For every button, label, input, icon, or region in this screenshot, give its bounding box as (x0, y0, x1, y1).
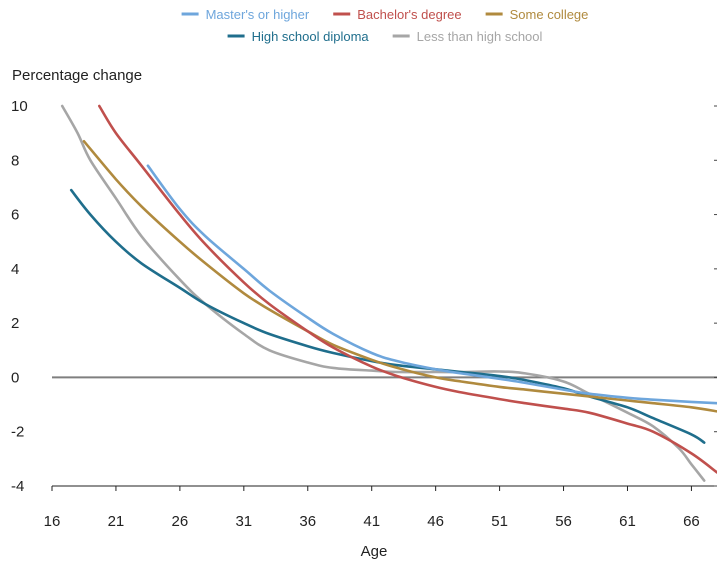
y-tick-label: -4 (11, 478, 24, 495)
series-line-bachelor-s-degree (98, 104, 717, 474)
legend-label-high-school-diploma: High school diploma (252, 29, 370, 44)
x-tick-label: 56 (555, 513, 572, 530)
plot-area: 10 8 6 4 2 0 -2 -4 16 21 26 31 36 41 46 51 56 61 66 (11, 98, 717, 530)
y-tick-label: 0 (11, 369, 19, 386)
y-axis-title: Percentage change (12, 67, 142, 84)
y-tick-label: -2 (11, 424, 24, 441)
x-ticks: 16 21 26 31 36 41 46 51 56 61 66 (44, 486, 700, 530)
x-tick-label: 16 (44, 513, 61, 530)
legend-label-master-s-or-higher: Master's or higher (206, 7, 310, 22)
y-ticks: 10 8 6 4 2 0 -2 -4 (11, 98, 717, 495)
x-tick-label: 46 (427, 513, 444, 530)
x-tick-label: 61 (619, 513, 636, 530)
x-tick-label: 66 (683, 513, 700, 530)
y-tick-label: 10 (11, 98, 28, 115)
x-tick-label: 31 (235, 513, 252, 530)
series-line-some-college (82, 140, 717, 413)
legend-label-bachelor-s-degree: Bachelor's degree (357, 7, 461, 22)
legend: Master's or higher Bachelor's degree Some … (181, 7, 589, 44)
y-tick-label: 4 (11, 261, 19, 278)
series-lines (60, 104, 717, 482)
x-axis-title: Age (361, 543, 388, 560)
x-tick-label: 21 (108, 513, 125, 530)
x-tick-label: 41 (363, 513, 380, 530)
legend-label-some-college: Some college (510, 7, 589, 22)
series-line-master-s-or-higher (146, 164, 717, 405)
y-tick-label: 2 (11, 315, 19, 332)
series-line-less-than-high-school (60, 104, 706, 482)
y-tick-label: 8 (11, 152, 19, 169)
x-tick-label: 26 (172, 513, 189, 530)
x-tick-label: 51 (491, 513, 508, 530)
legend-label-less-than-high-school: Less than high school (417, 29, 543, 44)
y-tick-label: 6 (11, 207, 19, 224)
x-tick-label: 36 (299, 513, 316, 530)
